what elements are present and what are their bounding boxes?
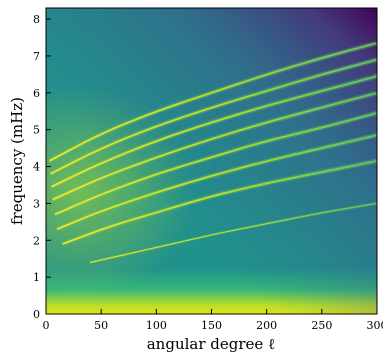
ridge-line bbox=[89, 202, 377, 263]
x-tick-label: 150 bbox=[201, 319, 222, 332]
y-tick-label: 8 bbox=[33, 13, 40, 26]
y-tick-label: 5 bbox=[33, 124, 40, 137]
ridge-line bbox=[48, 42, 377, 162]
y-tick-label: 4 bbox=[33, 161, 40, 174]
mode-ridges bbox=[48, 40, 377, 264]
ridge-line bbox=[49, 58, 377, 175]
x-tick-label: 100 bbox=[146, 319, 167, 332]
y-tick-label: 0 bbox=[33, 308, 40, 321]
ridge-line bbox=[52, 91, 377, 201]
ridge-line bbox=[56, 134, 377, 231]
ridge-line bbox=[51, 75, 377, 188]
x-tick-label: 200 bbox=[256, 319, 277, 332]
plot-area bbox=[46, 8, 377, 314]
x-tick-label: 250 bbox=[311, 319, 332, 332]
y-tick-label: 1 bbox=[33, 271, 40, 284]
y-tick-label: 6 bbox=[33, 87, 40, 100]
x-tick-label: 50 bbox=[94, 319, 108, 332]
y-axis-label: frequency (mHz) bbox=[8, 97, 26, 225]
x-axis: 0 50 100 150 200 250 300 bbox=[43, 309, 383, 332]
y-axis: 0 1 2 3 4 5 6 7 8 bbox=[33, 13, 51, 321]
x-axis-label: angular degree ℓ bbox=[147, 335, 276, 353]
ridge-line bbox=[54, 112, 377, 216]
y-tick-label: 2 bbox=[33, 234, 40, 247]
x-tick-label: 300 bbox=[367, 319, 383, 332]
y-tick-label: 3 bbox=[33, 197, 40, 210]
y-tick-label: 7 bbox=[33, 50, 40, 63]
ridge-line bbox=[62, 159, 377, 245]
x-tick-label: 0 bbox=[43, 319, 50, 332]
